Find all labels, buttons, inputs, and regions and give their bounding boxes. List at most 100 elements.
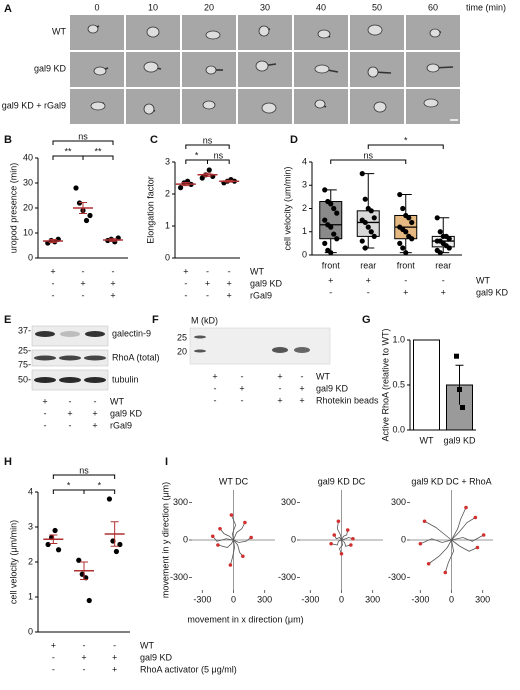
y-axis-label: cell velocity (um/min) (282, 166, 292, 250)
condition-sign: - (279, 383, 282, 393)
track (336, 521, 342, 541)
condition-sign: - (442, 275, 445, 285)
condition-sign: - (214, 395, 217, 405)
error-bar (109, 238, 117, 242)
y-axis-label: Elongation factor (145, 176, 155, 244)
track-end (351, 536, 355, 541)
error-bar (49, 239, 57, 243)
significance-bracket (367, 144, 444, 149)
x-axis-label: movement in x direction (μm) (187, 614, 303, 624)
panel-label: I (165, 456, 168, 468)
marker-label: 37- (18, 325, 31, 335)
marker-band (194, 335, 206, 339)
condition-name: gal9 KD (316, 383, 349, 393)
cell (205, 30, 221, 40)
data-point (371, 233, 377, 239)
track-end (243, 520, 247, 525)
y-axis-label: uropod presence (min) (8, 163, 18, 254)
y-tick-label: 0 (183, 534, 188, 544)
y-tick-label: 0 (165, 252, 170, 262)
y-axis-label: movement in y direction (μm) (160, 482, 170, 598)
data-point (328, 201, 334, 207)
condition-sign: + (81, 652, 86, 662)
y-tick-label: 40 (23, 152, 33, 162)
condition-sign: - (83, 640, 86, 650)
blot-band (60, 331, 80, 337)
data-point (400, 245, 406, 251)
panel-label: E (4, 314, 11, 326)
y-tick-label: 2 (165, 188, 170, 198)
track-end (345, 528, 350, 532)
y-tick-label: 0 (291, 534, 296, 544)
condition-sign: - (184, 278, 187, 288)
marker-label: 20 (177, 346, 187, 356)
row-label: gal9 KD (34, 63, 67, 73)
y-axis-label: cell velocity (μm/min) (8, 520, 18, 604)
condition-sign: - (83, 664, 86, 674)
cell (317, 29, 331, 39)
cell (146, 26, 160, 38)
condition-sign: + (92, 420, 97, 430)
condition-name: WT (316, 371, 330, 381)
track (424, 520, 452, 541)
data-point (328, 224, 334, 230)
significance-label: * (404, 135, 408, 145)
cell (367, 24, 383, 36)
track (331, 539, 342, 546)
condition-sign: - (241, 371, 244, 381)
condition-sign: + (110, 290, 115, 300)
significance-bracket (185, 159, 208, 164)
condition-sign: - (206, 266, 209, 276)
condition-sign: - (241, 395, 244, 405)
time-label: 20 (204, 2, 214, 12)
track (231, 514, 237, 541)
time-label: 40 (316, 2, 326, 12)
significance-label: ns (363, 150, 373, 160)
data-point (331, 205, 337, 212)
data-point (446, 236, 452, 242)
condition-name: WT (110, 396, 124, 406)
condition-name: rGal9 (110, 420, 132, 430)
y-tick-label: 3 (165, 156, 170, 166)
track-end (210, 534, 215, 539)
condition-sign: + (112, 652, 117, 662)
cell (143, 61, 159, 73)
condition-sign: + (366, 275, 371, 285)
error-bar (455, 364, 464, 405)
condition-sign: - (52, 664, 55, 674)
y-tick-label: 3 (28, 521, 33, 531)
marker-title: M (kD) (191, 315, 218, 325)
cell (255, 60, 269, 72)
data-point (322, 217, 328, 223)
blot-band (84, 377, 106, 383)
panel-label: F (152, 314, 159, 326)
condition-sign: - (206, 290, 209, 300)
track-end (241, 554, 245, 559)
track-end (216, 543, 220, 547)
condition-sign: + (183, 266, 188, 276)
row-label: gal9 KD + rGal9 (2, 100, 66, 110)
condition-name: WT (476, 275, 490, 285)
significance-bracket (207, 159, 230, 164)
condition-name: WT (140, 640, 154, 650)
condition-sign: + (42, 396, 47, 406)
error-bar (80, 561, 88, 580)
condition-sign: + (299, 383, 304, 393)
y-tick-label: 4 (28, 486, 33, 496)
condition-sign: - (52, 652, 55, 662)
condition-name: Rhotekin beads (316, 395, 379, 405)
y-tick-label: -300 (388, 572, 406, 582)
condition-sign: + (80, 278, 85, 288)
error-bar (203, 172, 212, 177)
panel-label: B (4, 134, 12, 146)
track (451, 507, 467, 541)
marker-label: 25 (177, 332, 187, 342)
data-point (206, 167, 212, 173)
track (233, 522, 246, 541)
x-tick-label: rear (435, 260, 451, 270)
condition-sign: - (228, 266, 231, 276)
track-end (349, 543, 353, 547)
data-point (446, 245, 452, 251)
significance-label: ** (64, 146, 72, 156)
significance-label: ns (203, 135, 213, 145)
